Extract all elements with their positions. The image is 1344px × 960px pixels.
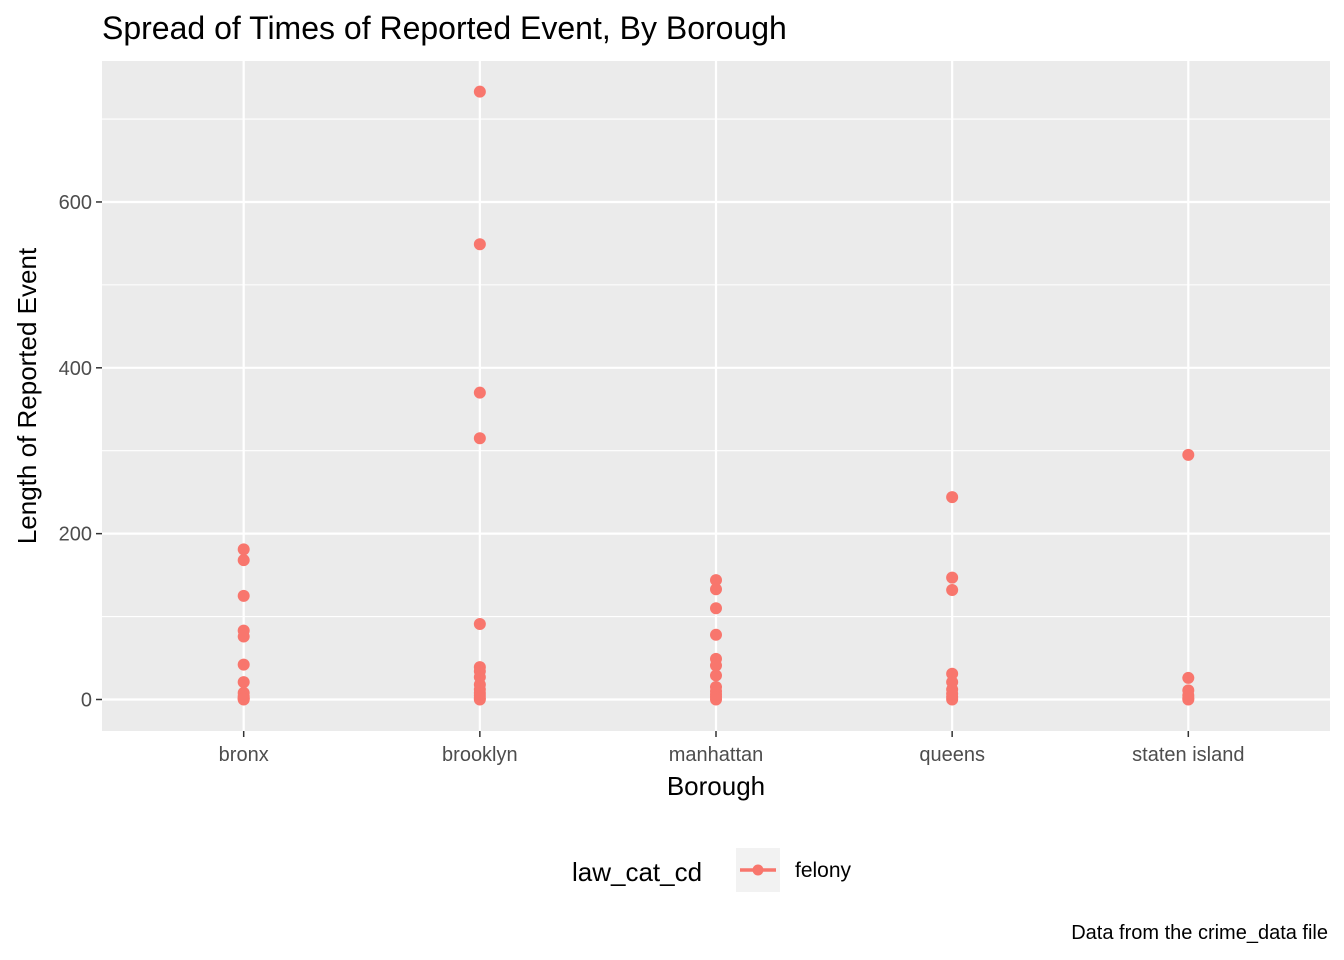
data-point [473, 238, 486, 251]
data-point [710, 583, 722, 596]
chart-caption: Data from the crime_data file [1071, 922, 1328, 944]
x-axis: bronx brooklyn manhattan queens staten islan… [219, 731, 1244, 766]
data-point [1182, 448, 1195, 461]
y-tick-label: 200 [59, 524, 92, 546]
data-point [473, 618, 486, 631]
x-tick-label: bronx [219, 744, 269, 766]
x-tick-label: manhattan [669, 744, 764, 766]
data-point [237, 630, 250, 643]
data-point [1182, 693, 1195, 706]
y-tick-label: 0 [81, 689, 92, 711]
data-point [710, 693, 722, 706]
data-point [710, 602, 722, 615]
data-point [473, 85, 486, 98]
y-axis-title: Length of Reported Event [12, 247, 42, 544]
data-point [1182, 671, 1195, 684]
data-points [237, 85, 1195, 706]
legend-label-felony: felony [795, 859, 852, 882]
data-point [237, 693, 250, 706]
data-point [946, 571, 959, 584]
x-tick-label: staten island [1132, 744, 1244, 766]
legend-key-point [752, 864, 764, 876]
data-point [710, 669, 722, 682]
data-point [710, 659, 722, 672]
x-axis-title: Borough [667, 771, 765, 801]
y-tick-label: 600 [59, 192, 92, 214]
data-point [237, 676, 250, 689]
legend: law_cat_cd felony [572, 848, 852, 892]
chart-title: Spread of Times of Reported Event, By Bo… [102, 10, 787, 46]
data-point [473, 693, 486, 706]
data-point [473, 432, 486, 445]
data-point [710, 628, 722, 641]
data-point [946, 693, 959, 706]
data-point [237, 658, 250, 671]
y-axis: 0 200 400 600 [59, 192, 102, 711]
y-tick-label: 400 [59, 358, 92, 380]
data-point [946, 584, 959, 597]
legend-title: law_cat_cd [572, 857, 702, 887]
data-point [710, 574, 722, 587]
data-point [237, 589, 250, 602]
data-point [473, 386, 486, 399]
x-tick-label: queens [919, 744, 985, 766]
data-point [946, 491, 959, 504]
x-tick-label: brooklyn [442, 744, 518, 766]
data-point [237, 543, 250, 556]
data-point [946, 667, 959, 680]
data-point [237, 554, 250, 567]
